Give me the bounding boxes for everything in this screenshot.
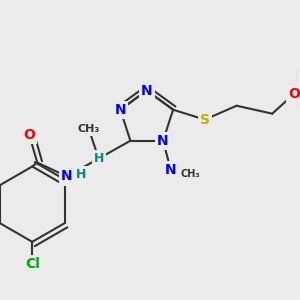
Text: O: O <box>288 87 300 101</box>
Text: N: N <box>61 169 73 183</box>
Text: O: O <box>23 128 35 142</box>
Text: N: N <box>157 134 169 148</box>
Text: N: N <box>115 103 126 117</box>
Text: S: S <box>200 112 210 127</box>
Text: H: H <box>76 168 86 181</box>
Text: CH₃: CH₃ <box>181 169 201 179</box>
Text: N: N <box>141 83 152 98</box>
Text: CH₃: CH₃ <box>78 124 100 134</box>
Text: Cl: Cl <box>25 257 40 271</box>
Text: H: H <box>94 152 104 165</box>
Text: N: N <box>165 164 177 178</box>
